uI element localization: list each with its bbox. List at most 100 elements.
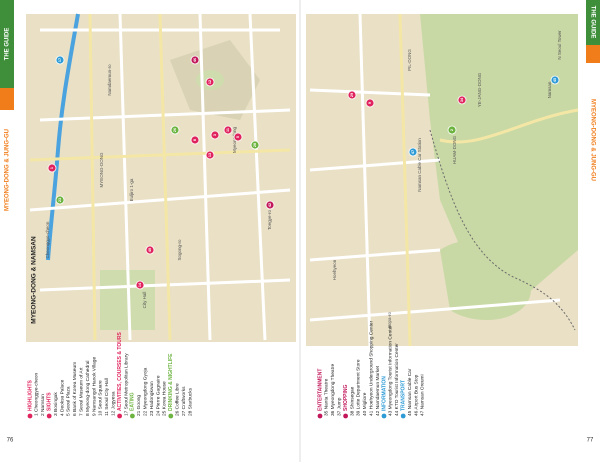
map-marker [457, 95, 467, 105]
place-label: Sogong-ro [177, 239, 182, 261]
legend-heading: EATING [130, 392, 136, 411]
marker-number: 17 [58, 58, 62, 62]
marker-number: 5 [236, 136, 240, 138]
legend-item: 28 Starbucks [187, 387, 193, 416]
map-right [306, 13, 579, 347]
legend-item: 4 Deoksu Palace [59, 379, 65, 416]
legend-item: 45 Namsan Cable Car [407, 368, 413, 416]
section-title: MYEONG-DONG & JUNG-GU [5, 129, 11, 211]
legend-item: 39 Lotte Department Store [356, 359, 362, 416]
legend-heading: HIGHLIGHTS [27, 380, 33, 411]
legend-item: 17 Seoul Metropolitan Library [123, 353, 129, 416]
map-marker [347, 90, 357, 100]
marker-number: 11 [226, 128, 230, 132]
legend-bullet [27, 413, 33, 419]
map-marker [135, 280, 145, 290]
place-label: Namsan Cable Car Station [417, 138, 422, 192]
map-title: MYEONG-DONG & NAMSAN [31, 236, 38, 324]
place-label: Cheonggye-cheon [45, 221, 50, 258]
legend-item: 9 Namsangol Hanok Village [91, 357, 97, 416]
map-marker [210, 130, 220, 140]
marker-number: 46 [193, 58, 197, 62]
legend-item: 42 Namdaemun Market [375, 365, 381, 416]
legend-bullet [46, 413, 52, 419]
map-marker [365, 98, 375, 108]
place-label: Sopa-ro [387, 312, 392, 329]
marker-number: 28 [253, 143, 257, 147]
legend-item: 23 Hadongkwan [149, 381, 155, 416]
legend-item: 24 Pierre Gagnaire [155, 375, 161, 416]
marker-number: 12 [208, 80, 212, 84]
map-marker [550, 75, 560, 85]
marker-number: 3 [213, 134, 217, 136]
legend-heading: INFORMATION [381, 376, 387, 411]
legend-item: 5 Seoul Plaza [66, 386, 72, 416]
marker-number: 13 [208, 153, 212, 157]
place-label: PIL-DONG [407, 49, 412, 71]
map-marker [233, 132, 243, 142]
place-label: Namdaemun-ro [107, 64, 112, 96]
map-marker [205, 150, 215, 160]
legend-bullet [168, 413, 174, 419]
place-label: Namsan [547, 81, 552, 98]
map-marker [447, 125, 457, 135]
tab-orange [0, 88, 14, 110]
page-number: 77 [587, 438, 594, 444]
map-marker [265, 200, 275, 210]
legend-heading: TRANSPORT [401, 380, 407, 411]
map-marker [55, 55, 65, 65]
map-marker [190, 135, 200, 145]
legend-bullet [117, 413, 122, 419]
marker-number: 42 [268, 203, 272, 207]
legend-bullet [317, 413, 323, 419]
legend-item: 43 Myeongdong Tourist Information Center [388, 325, 394, 416]
legend-bullet [381, 413, 387, 419]
side-tab: THE GUIDE [589, 6, 595, 39]
map-marker [55, 195, 65, 205]
legend-heading: SHOPPING [343, 384, 349, 411]
legend-item: 41 Hoehyeon Underground Shopping Center [368, 320, 374, 416]
page-number: 76 [7, 438, 14, 444]
marker-number: 29 [350, 93, 354, 97]
marker-number: 1 [50, 167, 54, 169]
legend-heading: ENTERTAINMENT [317, 369, 323, 411]
legend-item: 2 Namsan [40, 394, 46, 416]
place-label: YE-JANG-DONG [477, 72, 482, 107]
marker-number: 14 [138, 282, 142, 287]
map-marker [170, 125, 180, 135]
map-marker [145, 245, 155, 255]
marker-number: 47 [411, 150, 415, 154]
map-marker [47, 163, 57, 173]
legend-item: 44 KTO Tourist Information Center [394, 343, 400, 416]
section-title: MYEONG-DONG & JUNG-GU [589, 99, 595, 181]
legend-item: 7 Seoul Museum of Art [78, 367, 84, 416]
legend-heading: DRINKING & NIGHTLIFE [168, 353, 174, 411]
marker-number: 34 [460, 97, 464, 102]
legend-bullet [343, 413, 348, 419]
legend-item: 21 Goong [136, 395, 142, 416]
legend-item: 38 Shinsegae [349, 386, 355, 416]
marker-number: 9 [368, 102, 372, 104]
marker-number: 23 [58, 198, 62, 202]
legend-item: 1 Cheonggye-cheon [34, 372, 40, 416]
map-marker [250, 140, 260, 150]
place-label: N Seoul Tower [557, 30, 562, 60]
legend-heading: SIGHTS [47, 392, 53, 411]
legend-item: 35 Nanta Theatre [324, 378, 330, 416]
legend-item: 10 Seoul Square [98, 380, 104, 416]
marker-number: 26 [173, 128, 177, 132]
side-tab: THE GUIDE [5, 28, 11, 61]
map-marker [190, 55, 200, 65]
place-label: Toegye-ro [267, 210, 272, 231]
place-label: MYEONG-DONG [99, 152, 104, 188]
marker-number: 45 [553, 78, 557, 82]
place-label: HUAM-DONG [452, 135, 457, 164]
marker-number: 2 [450, 129, 454, 131]
legend-item: 46 Airport Bus Stop [413, 374, 419, 416]
legend-item: 37 Jump [336, 397, 342, 416]
map-left [26, 13, 296, 342]
marker-number: 40 [148, 248, 152, 252]
tab-green [586, 0, 600, 45]
legend-item: 26 Coffee Libre [174, 383, 180, 416]
